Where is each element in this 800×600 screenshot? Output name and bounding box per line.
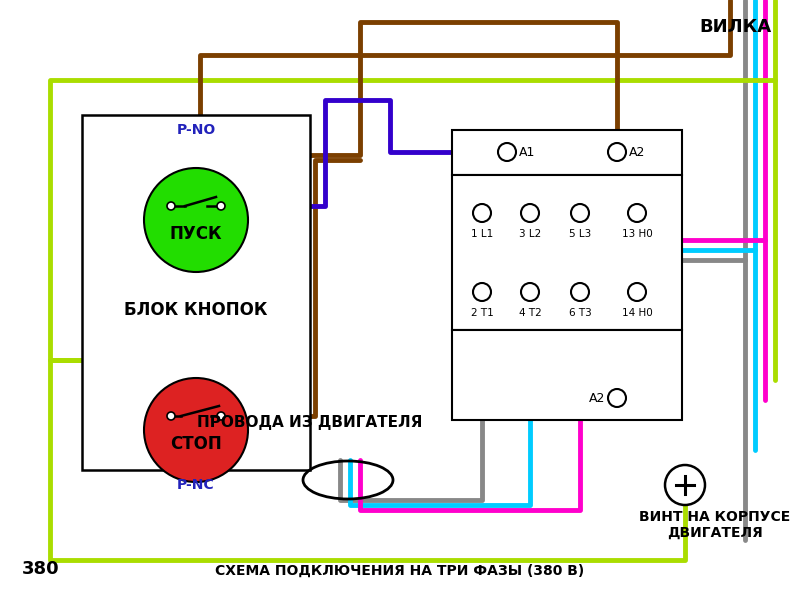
Bar [452, 175, 682, 330]
Bar [452, 130, 682, 175]
Text: 4 T2: 4 T2 [518, 308, 542, 318]
Circle shape [498, 143, 516, 161]
Text: БЛОК КНОПОК: БЛОК КНОПОК [124, 301, 268, 319]
Text: ПРОВОДА ИЗ ДВИГАТЕЛЯ: ПРОВОДА ИЗ ДВИГАТЕЛЯ [198, 415, 422, 430]
Text: P-NO: P-NO [176, 123, 216, 137]
Text: A2: A2 [589, 391, 605, 404]
Circle shape [571, 283, 589, 301]
Text: 14 H0: 14 H0 [622, 308, 652, 318]
Circle shape [571, 204, 589, 222]
Text: 2 T1: 2 T1 [470, 308, 494, 318]
Text: ПУСК: ПУСК [170, 225, 222, 243]
Bar [452, 330, 682, 420]
Text: A1: A1 [519, 145, 535, 158]
Text: P-NC: P-NC [177, 478, 215, 492]
Circle shape [608, 389, 626, 407]
Text: СТОП: СТОП [170, 435, 222, 453]
Circle shape [167, 412, 175, 420]
Text: 3 L2: 3 L2 [519, 229, 541, 239]
Circle shape [608, 143, 626, 161]
Text: 13 H0: 13 H0 [622, 229, 652, 239]
Text: ВИНТ НА КОРПУСЕ
ДВИГАТЕЛЯ: ВИНТ НА КОРПУСЕ ДВИГАТЕЛЯ [639, 510, 790, 540]
Text: A2: A2 [629, 145, 646, 158]
Text: 5 L3: 5 L3 [569, 229, 591, 239]
Circle shape [628, 204, 646, 222]
Circle shape [144, 378, 248, 482]
Circle shape [144, 168, 248, 272]
Circle shape [217, 412, 225, 420]
Text: 6 T3: 6 T3 [569, 308, 591, 318]
Circle shape [521, 283, 539, 301]
Circle shape [521, 204, 539, 222]
Circle shape [473, 204, 491, 222]
Text: ВИЛКА: ВИЛКА [699, 18, 771, 36]
Text: 380: 380 [22, 560, 60, 578]
Circle shape [473, 283, 491, 301]
Circle shape [167, 202, 175, 210]
Circle shape [665, 465, 705, 505]
Bar [82, 115, 310, 470]
Circle shape [217, 202, 225, 210]
Text: 1 L1: 1 L1 [471, 229, 493, 239]
Circle shape [628, 283, 646, 301]
Text: СХЕМА ПОДКЛЮЧЕНИЯ НА ТРИ ФАЗЫ (380 В): СХЕМА ПОДКЛЮЧЕНИЯ НА ТРИ ФАЗЫ (380 В) [215, 564, 585, 578]
